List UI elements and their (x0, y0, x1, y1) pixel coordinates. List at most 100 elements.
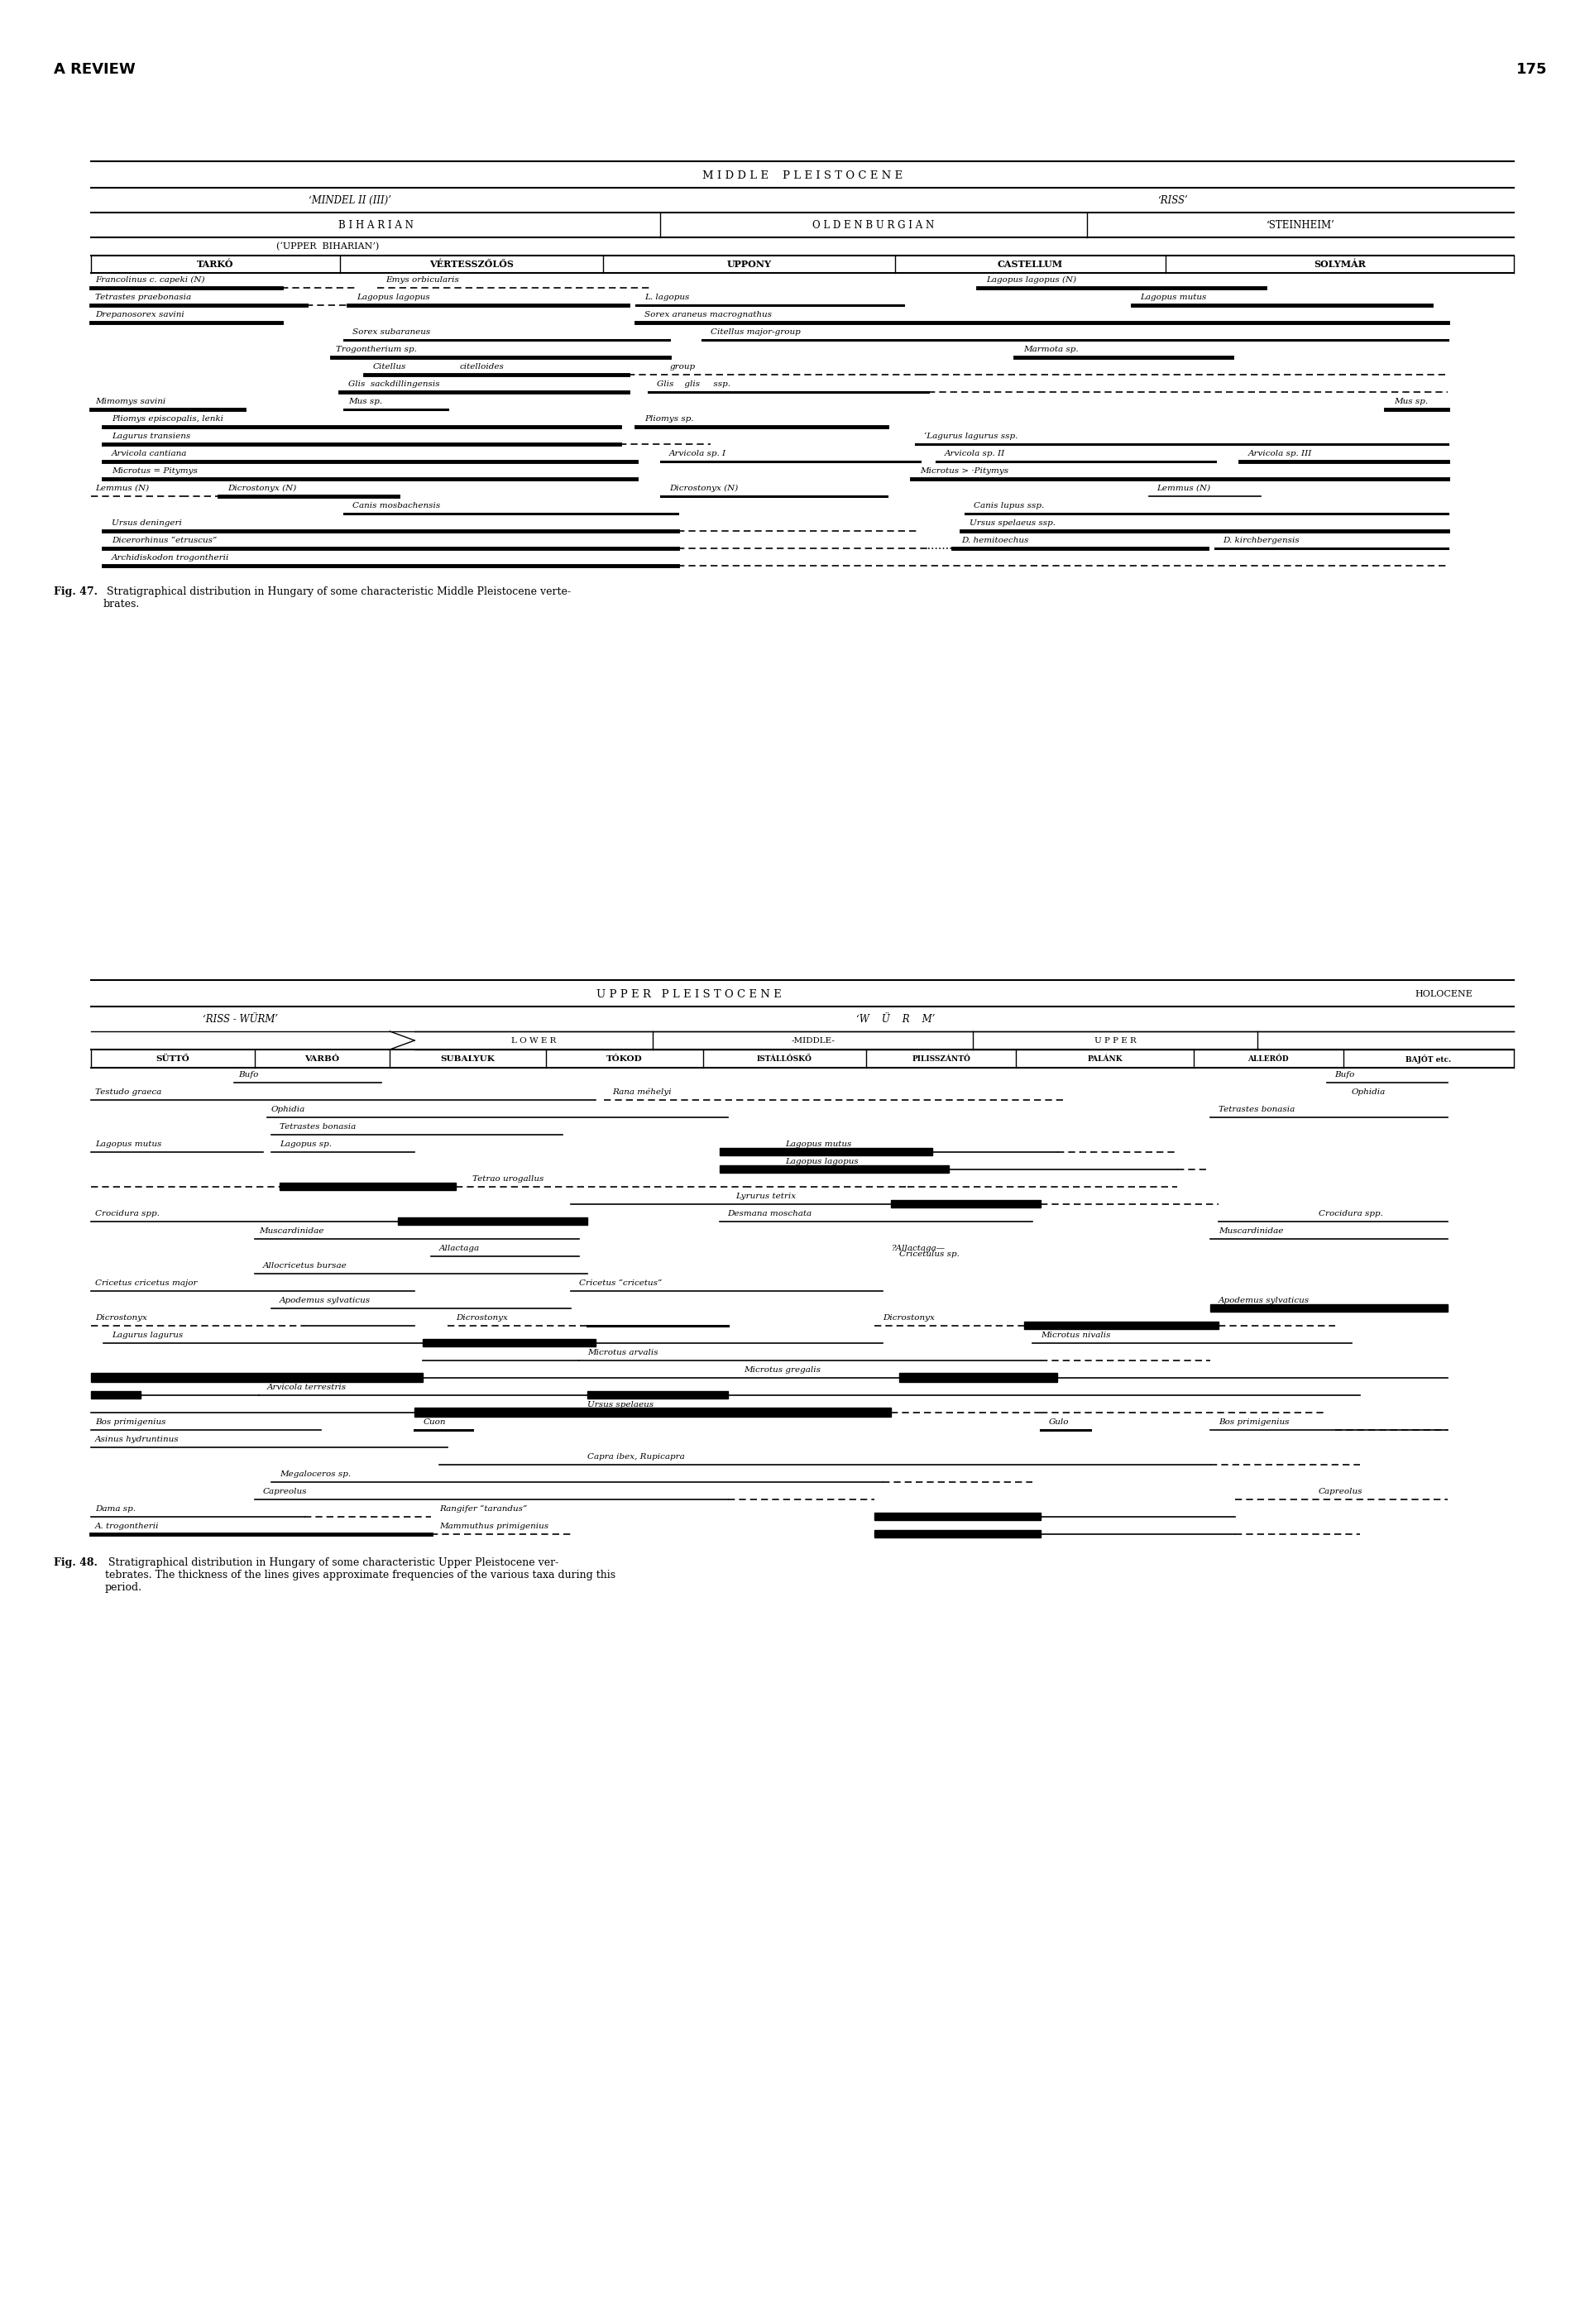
Text: Allocricetus bursae: Allocricetus bursae (263, 1262, 347, 1269)
Text: SOLYMÁR: SOLYMÁR (1314, 260, 1366, 270)
Text: Canis lupus ssp.: Canis lupus ssp. (973, 502, 1045, 509)
Text: -MIDDLE-: -MIDDLE- (791, 1037, 835, 1043)
Text: Ursus spelaeus ssp.: Ursus spelaeus ssp. (970, 518, 1056, 528)
Text: U P P E R   P L E I S T O C E N E: U P P E R P L E I S T O C E N E (596, 988, 781, 999)
Text: Trogontherium sp.: Trogontherium sp. (336, 346, 417, 353)
Text: Testudo graeca: Testudo graeca (95, 1088, 162, 1095)
Bar (900, 1373, 1057, 1383)
Text: Lemmus (N): Lemmus (N) (1157, 486, 1211, 493)
Text: ‘Lagurus lagurus ssp.: ‘Lagurus lagurus ssp. (924, 432, 1018, 439)
Text: D. hemitoechus: D. hemitoechus (961, 537, 1029, 544)
Text: Mimomys savini: Mimomys savini (95, 397, 166, 404)
Text: citelloides: citelloides (460, 363, 504, 370)
Text: Allactaga: Allactaga (439, 1246, 480, 1253)
Text: Mammuthus primigenius: Mammuthus primigenius (439, 1522, 548, 1529)
Text: TARKÓ: TARKÓ (197, 260, 235, 270)
Text: Microtus arvalis: Microtus arvalis (588, 1348, 658, 1357)
Text: Muscardinidae: Muscardinidae (1219, 1227, 1284, 1234)
Text: Glis  sackdillingensis: Glis sackdillingensis (349, 381, 439, 388)
Text: Dicrostonyx: Dicrostonyx (95, 1313, 147, 1322)
Text: Dicrostonyx (N): Dicrostonyx (N) (228, 483, 296, 493)
Text: Lagopus mutus: Lagopus mutus (95, 1141, 162, 1148)
Text: Arvicola sp. III: Arvicola sp. III (1247, 451, 1312, 458)
Text: Bufo: Bufo (1335, 1071, 1355, 1078)
Text: VARBÓ: VARBÓ (304, 1055, 339, 1062)
Text: Apodemus sylvaticus: Apodemus sylvaticus (1219, 1297, 1309, 1304)
Bar (588, 1392, 728, 1399)
Text: Dicrostonyx: Dicrostonyx (456, 1313, 507, 1322)
Text: Tetrao urogallus: Tetrao urogallus (472, 1176, 544, 1183)
Text: O L D E N B U R G I A N: O L D E N B U R G I A N (813, 218, 935, 230)
Text: Microtus gregalis: Microtus gregalis (745, 1367, 821, 1373)
Text: Bufo: Bufo (238, 1071, 258, 1078)
Text: ‘RISS’: ‘RISS’ (1157, 195, 1187, 205)
Text: Pliomys episcopalis, lenki: Pliomys episcopalis, lenki (111, 416, 223, 423)
Text: B I H A R I A N: B I H A R I A N (338, 218, 414, 230)
Text: Glis    glis     ssp.: Glis glis ssp. (658, 381, 731, 388)
Text: Microtus > ·Pitymys: Microtus > ·Pitymys (919, 467, 1008, 474)
Text: Sorex araneus macrognathus: Sorex araneus macrognathus (645, 311, 772, 318)
Text: Lagurus transiens: Lagurus transiens (111, 432, 190, 439)
Text: Francolinus c. capeki (N): Francolinus c. capeki (N) (95, 277, 204, 284)
Bar (279, 1183, 456, 1190)
Text: M I D D L E    P L E I S T O C E N E: M I D D L E P L E I S T O C E N E (702, 170, 902, 181)
Text: Lagopus lagopus (N): Lagopus lagopus (N) (986, 277, 1076, 284)
Bar (398, 1218, 588, 1225)
Text: L. lagopus: L. lagopus (645, 293, 689, 302)
Text: Megaloceros sp.: Megaloceros sp. (279, 1471, 350, 1478)
Bar (875, 1513, 1041, 1520)
Text: Sorex subaraneus: Sorex subaraneus (352, 328, 431, 335)
Text: Ursus spelaeus: Ursus spelaeus (588, 1401, 655, 1408)
Text: group: group (669, 363, 696, 370)
Text: SÜTTŐ: SÜTTŐ (155, 1055, 190, 1062)
Text: Mus sp.: Mus sp. (349, 397, 382, 404)
Text: Arvicola terrestris: Arvicola terrestris (266, 1383, 347, 1392)
Bar (90, 1392, 141, 1399)
Text: ALLERÓD: ALLERÓD (1247, 1055, 1289, 1062)
Text: Fig. 48.: Fig. 48. (54, 1557, 98, 1569)
Text: Lagopus mutus: Lagopus mutus (786, 1141, 853, 1148)
Text: Stratigraphical distribution in Hungary of some characteristic Upper Pleistocene: Stratigraphical distribution in Hungary … (105, 1557, 615, 1592)
Text: U P P E R: U P P E R (1095, 1037, 1136, 1043)
Text: Asinus hydruntinus: Asinus hydruntinus (95, 1436, 179, 1443)
Text: Crocidura spp.: Crocidura spp. (95, 1211, 160, 1218)
Text: Dicrostonyx (N): Dicrostonyx (N) (669, 483, 739, 493)
Text: Capreolus: Capreolus (1319, 1487, 1363, 1494)
Text: CASTELLUM: CASTELLUM (997, 260, 1064, 270)
Text: Lagopus sp.: Lagopus sp. (279, 1141, 331, 1148)
Text: Marmota sp.: Marmota sp. (1024, 346, 1078, 353)
Text: VÉRTESSZŐLŐS: VÉRTESSZŐLŐS (430, 260, 514, 270)
Text: Canis mosbachensis: Canis mosbachensis (352, 502, 441, 509)
Bar (720, 1148, 932, 1155)
Text: Cuon: Cuon (423, 1418, 445, 1425)
Bar (891, 1199, 1041, 1208)
Text: Capra ibex, Rupicapra: Capra ibex, Rupicapra (588, 1452, 685, 1459)
Text: Lemmus (N): Lemmus (N) (95, 486, 149, 493)
Text: PALÁNK: PALÁNK (1087, 1055, 1122, 1062)
Text: Pliomys sp.: Pliomys sp. (645, 416, 694, 423)
Bar (415, 1408, 891, 1418)
Text: ‘MINDEL II (III)’: ‘MINDEL II (III)’ (309, 195, 391, 205)
Text: Dama sp.: Dama sp. (95, 1506, 136, 1513)
Text: Microtus = Pitymys: Microtus = Pitymys (111, 467, 198, 474)
Bar (90, 1373, 423, 1383)
Text: Arvicola sp. I: Arvicola sp. I (669, 451, 726, 458)
Text: BAJÓT etc.: BAJÓT etc. (1406, 1055, 1452, 1062)
Text: Muscardinidae: Muscardinidae (258, 1227, 323, 1234)
Text: Cricetulus sp.: Cricetulus sp. (900, 1250, 961, 1257)
Text: Dicrostonyx: Dicrostonyx (883, 1313, 935, 1322)
Bar (423, 1339, 596, 1346)
Text: Lagopus lagopus: Lagopus lagopus (786, 1157, 859, 1164)
Text: Cricetus “cricetus”: Cricetus “cricetus” (580, 1278, 663, 1287)
Text: Stratigraphical distribution in Hungary of some characteristic Middle Pleistocen: Stratigraphical distribution in Hungary … (103, 586, 571, 609)
Text: Capreolus: Capreolus (263, 1487, 307, 1494)
Text: (‘UPPER  BIHARIAN’): (‘UPPER BIHARIAN’) (276, 242, 379, 251)
Bar (875, 1529, 1041, 1538)
Text: ‘W    Ü    R    M’: ‘W Ü R M’ (856, 1013, 935, 1025)
Text: Desmana moschata: Desmana moschata (728, 1211, 812, 1218)
Text: ISTÁLLÓSKŐ: ISTÁLLÓSKŐ (758, 1055, 812, 1062)
Text: SUBALYUK: SUBALYUK (441, 1055, 495, 1062)
Text: HOLOCENE: HOLOCENE (1415, 990, 1472, 999)
Text: Lagopus lagopus: Lagopus lagopus (357, 293, 430, 302)
Text: Rangifer “tarandus”: Rangifer “tarandus” (439, 1506, 528, 1513)
